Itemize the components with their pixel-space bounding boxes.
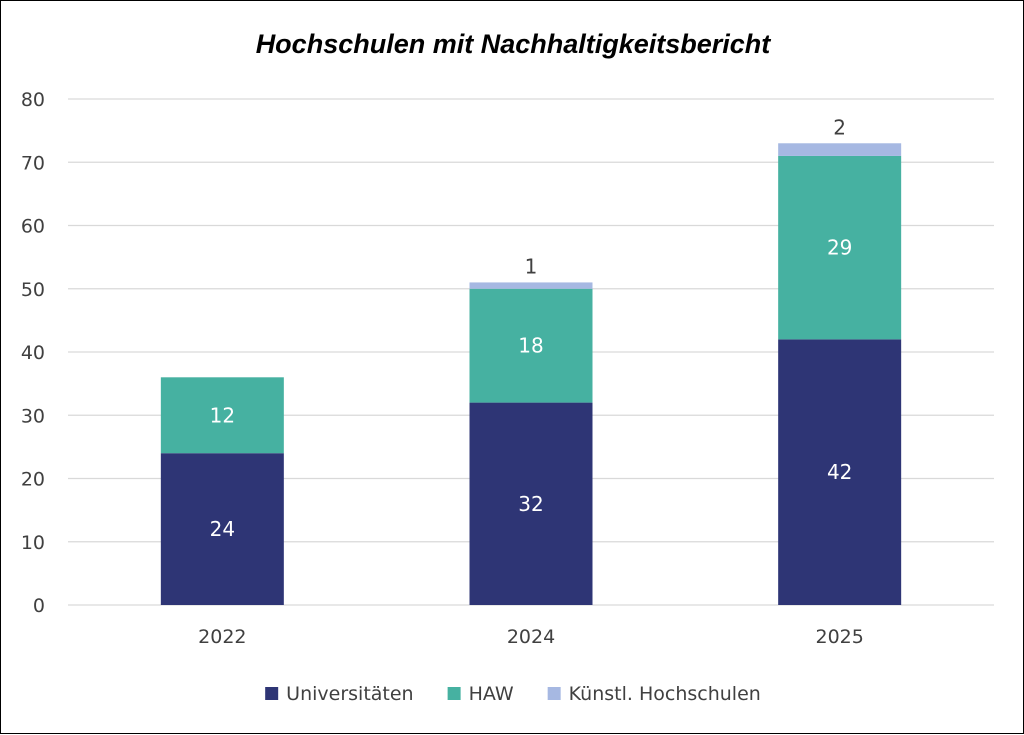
legend: Universitäten HAW Künstl. Hochschulen [265,683,761,705]
legend-swatch [265,687,279,700]
y-tick-label: 20 [21,469,45,491]
chart-title: Hochschulen mit Nachhaltigkeitsbericht [256,29,772,59]
data-label: 2 [833,115,846,139]
bar-segment [778,155,902,340]
legend-swatch [547,687,561,700]
y-tick-label: 30 [21,405,45,427]
y-tick-label: 70 [21,152,45,174]
y-tick-label: 50 [21,279,45,301]
data-label: 12 [210,403,235,427]
data-label: 24 [210,517,235,541]
y-tick-label: 80 [21,89,45,111]
data-label: 1 [525,254,538,278]
bar-segment [469,402,593,605]
bar-segment [469,282,593,289]
x-tick-label: 2022 [198,626,246,648]
legend-label: Künstl. Hochschulen [569,683,761,705]
y-tick-label: 0 [33,595,45,617]
y-tick-label: 10 [21,532,45,554]
bar-segment [778,143,902,156]
legend-swatch [447,687,461,700]
data-label: 18 [518,334,543,358]
bar-segment [469,288,593,403]
y-axis: 0 10 20 30 40 50 60 70 80 [21,89,45,617]
legend-label: HAW [469,683,514,705]
x-axis: 2022 2024 2025 [198,626,864,648]
data-label: 32 [518,492,543,516]
data-label: 29 [827,236,852,260]
legend-label: Universitäten [286,683,413,705]
bars: 24 12 32 18 1 42 29 2 [160,115,902,605]
x-tick-label: 2025 [815,626,863,648]
y-tick-label: 40 [21,342,45,364]
bar-segment [160,453,284,605]
bar-segment [160,377,284,454]
y-tick-label: 60 [21,216,45,238]
bar-segment [778,339,902,605]
x-tick-label: 2024 [507,626,555,648]
data-label: 42 [827,460,852,484]
